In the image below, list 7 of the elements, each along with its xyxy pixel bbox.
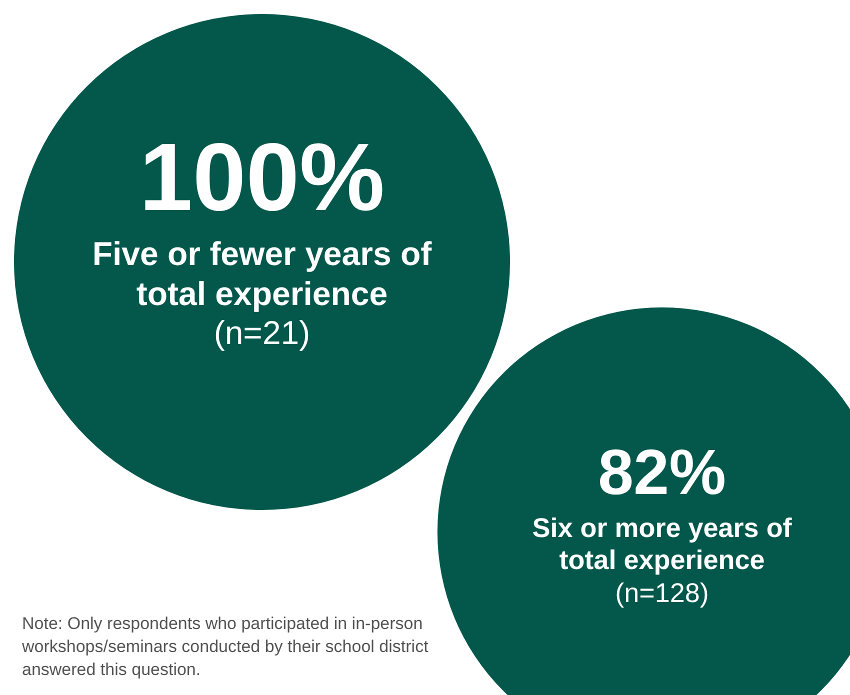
data-label: 82%: [596, 436, 728, 508]
data-label: 100%: [138, 124, 386, 231]
category-label: Six or more years of total experience: [531, 512, 793, 577]
category-label: Five or fewer years of total experience: [91, 234, 433, 314]
text: (n=21): [214, 314, 310, 352]
text: (n=128): [615, 578, 709, 608]
text: Note: Only respondents who participated in in-person workshops/seminars conducted by their school district answered this question.: [22, 613, 430, 681]
